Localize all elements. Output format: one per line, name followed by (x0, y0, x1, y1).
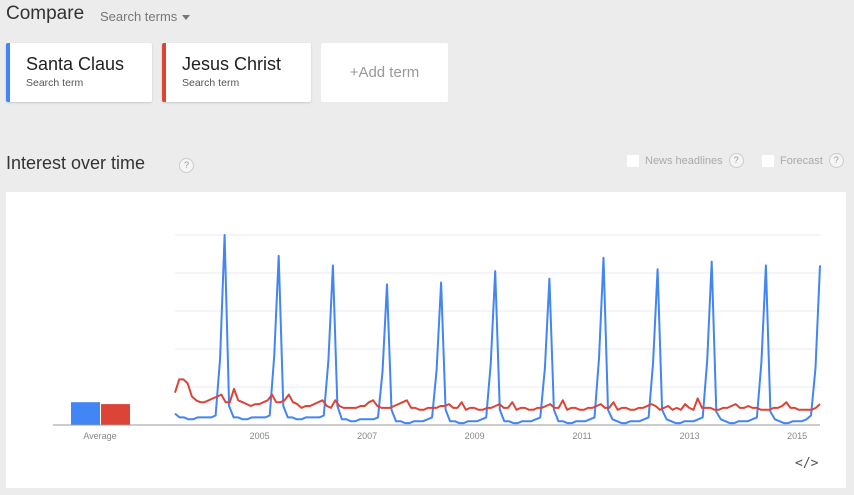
caret-down-icon (182, 15, 191, 21)
average-bar[interactable] (71, 402, 100, 425)
forecast-label: Forecast (780, 154, 823, 167)
svg-text:2007: 2007 (357, 431, 377, 441)
svg-text:2009: 2009 (465, 431, 485, 441)
term-type: Search term (26, 77, 84, 89)
section-title: Interest over time (6, 153, 146, 173)
x-axis-ticks: 2005 2007 2009 2011 2013 2015 (250, 431, 808, 441)
news-headlines-label: News headlines (645, 154, 723, 167)
term-name: Santa Claus (26, 54, 125, 74)
svg-text:2005: 2005 (250, 431, 270, 441)
help-icon[interactable]: ? (728, 153, 744, 168)
add-term-button[interactable]: +Add term (321, 43, 448, 102)
interest-over-time-chart: Average 2005 2007 2009 2011 2013 2015 (53, 234, 821, 441)
term-card-santa-claus[interactable]: Santa Claus Search term (6, 43, 152, 102)
average-bar[interactable] (101, 404, 130, 425)
embed-code-icon[interactable]: </> (795, 456, 819, 471)
chart-panel: Average 2005 2007 2009 2011 2013 2015 (6, 192, 846, 488)
help-icon[interactable]: ? (828, 153, 844, 168)
average-bars (71, 402, 130, 425)
line-jesus-christ[interactable] (174, 378, 821, 411)
term-name: Jesus Christ (182, 54, 282, 74)
help-icon[interactable]: ? (179, 158, 194, 173)
svg-text:2011: 2011 (572, 431, 591, 441)
news-headlines-checkbox[interactable] (627, 154, 639, 167)
svg-text:2015: 2015 (787, 431, 807, 441)
term-type: Search term (182, 77, 240, 89)
line-santa-claus[interactable] (174, 234, 821, 425)
search-terms-label: Search terms (100, 9, 178, 24)
svg-text:2013: 2013 (680, 431, 700, 441)
compare-title: Compare (6, 3, 85, 24)
term-card-jesus-christ[interactable]: Jesus Christ Search term (162, 43, 311, 102)
forecast-option[interactable]: Forecast ? (762, 153, 844, 168)
average-label: Average (83, 431, 116, 441)
forecast-checkbox[interactable] (762, 154, 774, 167)
news-headlines-option[interactable]: News headlines ? (627, 153, 744, 168)
chart-lines[interactable] (174, 234, 821, 425)
term-color-bar (162, 43, 166, 102)
term-color-bar (6, 43, 10, 102)
search-terms-dropdown[interactable]: Search terms (100, 9, 191, 24)
